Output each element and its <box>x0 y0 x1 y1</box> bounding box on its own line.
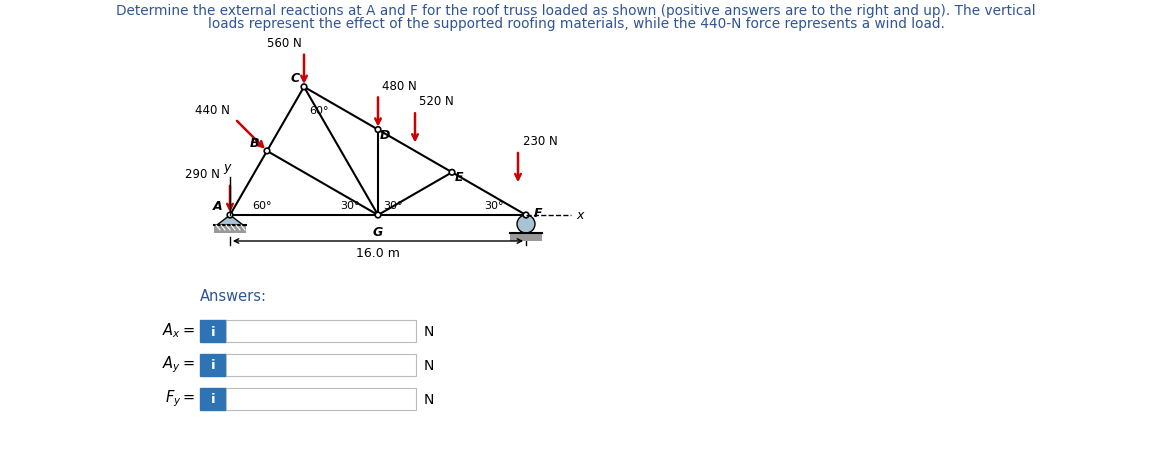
Text: A: A <box>212 200 223 213</box>
Text: 30°: 30° <box>340 200 360 211</box>
Bar <box>199 354 226 376</box>
Text: F: F <box>534 207 543 220</box>
Text: x: x <box>576 209 583 222</box>
Text: N: N <box>424 358 435 372</box>
Text: N: N <box>424 324 435 338</box>
Circle shape <box>375 213 380 219</box>
Text: y: y <box>224 161 231 174</box>
Text: i: i <box>211 393 216 406</box>
Text: $F_y=$: $F_y=$ <box>165 388 195 408</box>
Text: 16.0 m: 16.0 m <box>356 246 400 259</box>
Circle shape <box>517 216 535 233</box>
Text: 30°: 30° <box>383 200 402 211</box>
Polygon shape <box>510 233 542 242</box>
Bar <box>199 320 226 342</box>
Circle shape <box>523 213 529 219</box>
Polygon shape <box>214 225 246 233</box>
Bar <box>226 320 416 342</box>
Circle shape <box>375 127 380 133</box>
Text: E: E <box>455 171 464 184</box>
Text: G: G <box>372 225 383 238</box>
Text: 290 N: 290 N <box>184 168 220 181</box>
Text: 560 N: 560 N <box>267 37 302 50</box>
Bar <box>226 354 416 376</box>
Text: Determine the external reactions at A and F for the roof truss loaded as shown (: Determine the external reactions at A an… <box>116 4 1035 18</box>
Polygon shape <box>217 216 243 225</box>
Bar <box>199 388 226 410</box>
Text: $A_x=$: $A_x=$ <box>163 321 195 340</box>
Text: 60°: 60° <box>253 200 271 211</box>
Text: $A_y=$: $A_y=$ <box>163 354 195 375</box>
Bar <box>226 388 416 410</box>
Text: N: N <box>424 392 435 406</box>
Circle shape <box>301 85 307 90</box>
Text: Answers:: Answers: <box>199 288 267 303</box>
Text: 230 N: 230 N <box>523 135 558 148</box>
Text: 440 N: 440 N <box>195 104 229 117</box>
Circle shape <box>450 170 454 175</box>
Text: loads represent the effect of the supported roofing materials, while the 440-N f: loads represent the effect of the suppor… <box>208 17 944 31</box>
Circle shape <box>264 149 270 154</box>
Text: 520 N: 520 N <box>419 95 454 108</box>
Text: 30°: 30° <box>484 200 504 211</box>
Text: B: B <box>249 137 259 150</box>
Text: 480 N: 480 N <box>382 79 416 92</box>
Text: i: i <box>211 359 216 372</box>
Text: C: C <box>291 72 300 85</box>
Text: D: D <box>380 128 391 141</box>
Circle shape <box>227 213 233 219</box>
Text: i: i <box>211 325 216 338</box>
Text: 60°: 60° <box>309 106 329 116</box>
